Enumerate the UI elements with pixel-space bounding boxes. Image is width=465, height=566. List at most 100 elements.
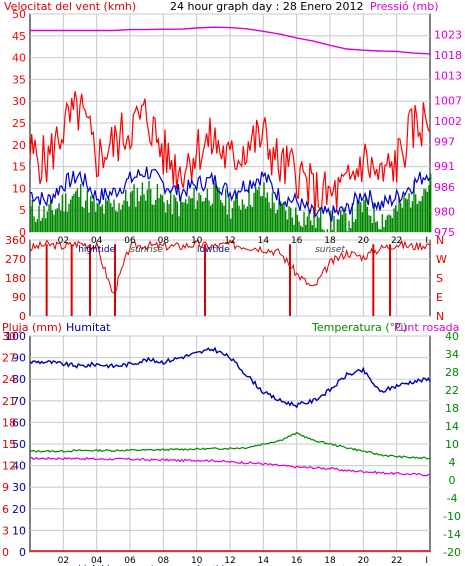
wind-speed-bar: [225, 189, 227, 232]
wind-speed-bar: [300, 225, 302, 232]
wind-speed-bar: [116, 211, 119, 232]
wind-speed-bar: [378, 228, 380, 232]
wind-speed-bar: [163, 202, 165, 232]
wind-axis-title: Velocitat del vent (kmh): [4, 0, 136, 13]
wind-speed-bar: [166, 200, 169, 232]
wind-speed-bar: [53, 214, 55, 232]
wind-speed-bar: [146, 189, 149, 232]
wind-speed-bar: [78, 196, 80, 232]
hour-tick-label: 06: [124, 236, 136, 246]
wind-average-line: [29, 166, 431, 222]
wind-speed-bar: [428, 185, 430, 232]
wind-speed-bar: [235, 192, 237, 232]
rain-tick-label: 6: [2, 503, 9, 516]
wind-speed-bar: [241, 199, 244, 232]
event-label: lowtide: [197, 245, 230, 255]
wind-speed-bar: [416, 203, 419, 232]
hour-tick-label: 22: [391, 236, 402, 246]
temperature-tick-label: 0: [449, 474, 456, 487]
wind-speed-bar: [361, 212, 364, 232]
humidity-tick-label: 70: [12, 395, 26, 408]
hour-tick-label: 14: [258, 556, 270, 566]
wind-speed-bar: [251, 207, 254, 232]
humidity-tick-label: 20: [12, 503, 26, 516]
wind-speed-bar: [385, 219, 387, 232]
wind-speed-bar: [138, 201, 140, 232]
wind-speed-bar: [125, 189, 127, 232]
wind-speed-bar: [176, 201, 179, 232]
temperature-tick-label: -10: [443, 510, 461, 523]
wind-speed-bar: [413, 180, 415, 232]
wind-speed-bar: [70, 199, 72, 232]
temperature-tick-label: 18: [445, 402, 459, 415]
wind-speed-bar: [283, 203, 285, 232]
wind-speed-bar: [333, 215, 335, 232]
wind-speed-bar: [306, 216, 309, 232]
wind-speed-bar: [143, 194, 145, 232]
wind-speed-bar: [153, 204, 155, 232]
wind-speed-bar: [35, 221, 37, 232]
wind-speed-bar: [205, 197, 207, 232]
wind-speed-bar: [280, 201, 282, 232]
wind-speed-bar: [56, 208, 59, 232]
dewpoint-legend: Punt rosada: [394, 321, 459, 334]
wind-speed-bar: [43, 205, 45, 232]
wind-speed-bar: [151, 204, 154, 232]
event-label: sunset: [315, 245, 345, 255]
wind-speed-bar: [420, 201, 422, 232]
wind-speed-bar: [186, 203, 189, 232]
hour-tick-label: 02: [58, 236, 69, 246]
wind-speed-bar: [346, 231, 349, 232]
wind-speed-bar: [293, 224, 295, 232]
wind-speed-bar: [200, 195, 202, 232]
wind-speed-bar: [350, 228, 352, 232]
wind-speed-bar: [55, 209, 57, 232]
event-label: hightide: [78, 245, 115, 255]
hour-tick-label: 22: [391, 556, 402, 566]
wind-speed-bar: [135, 206, 137, 232]
wind-speed-bar: [96, 203, 99, 232]
humidity-tick-label: 80: [12, 373, 26, 386]
wind-speed-bar: [281, 205, 284, 232]
rain-tick-label: 24: [2, 373, 16, 386]
wind-speed-bar: [243, 204, 245, 232]
wind-speed-bar: [208, 200, 210, 232]
wind-speed-bar: [213, 180, 215, 232]
wind-speed-bar: [193, 187, 195, 232]
wind-speed-bar: [245, 208, 247, 232]
wind-speed-bar: [430, 173, 432, 232]
wind-speed-bar: [226, 214, 229, 232]
wind-speed-bar: [425, 189, 427, 232]
wind-speed-bar: [188, 196, 190, 232]
wind-speed-bar: [255, 187, 257, 232]
direction-tick-label: 180: [5, 272, 26, 285]
wind-speed-bar: [403, 195, 405, 232]
wind-speed-bar: [118, 203, 120, 232]
pressure-tick-label: 997: [434, 136, 455, 149]
wind-speed-bar: [370, 215, 372, 232]
direction-tick-label: 360: [5, 234, 26, 247]
wind-speed-bar: [318, 217, 320, 232]
wind-speed-bar: [396, 211, 399, 232]
wind-speed-bar: [296, 214, 299, 232]
wind-speed-bar: [90, 195, 92, 232]
wind-speed-bar: [68, 203, 70, 232]
pressure-tick-label: 975: [434, 226, 455, 239]
wind-speed-bar: [331, 229, 334, 232]
hour-tick-label: 02: [58, 556, 69, 566]
wind-speed-bar: [115, 210, 117, 232]
wind-speed-bar: [291, 217, 294, 232]
wind-speed-bar: [240, 209, 242, 232]
chart-title: 24 hour graph day : 28 Enero 2012: [170, 0, 364, 13]
wind-speed-bar: [386, 215, 389, 232]
wind-speed-bar: [81, 206, 84, 232]
wind-speed-bar: [190, 198, 192, 232]
wind-speed-bar: [126, 201, 129, 232]
wind-speed-bar: [383, 227, 385, 232]
event-label: sunrise: [130, 245, 163, 255]
wind-tick-label: 45: [12, 30, 26, 43]
wind-speed-bar: [76, 188, 79, 232]
wind-speed-bar: [75, 191, 77, 232]
wind-speed-bar: [400, 202, 402, 232]
